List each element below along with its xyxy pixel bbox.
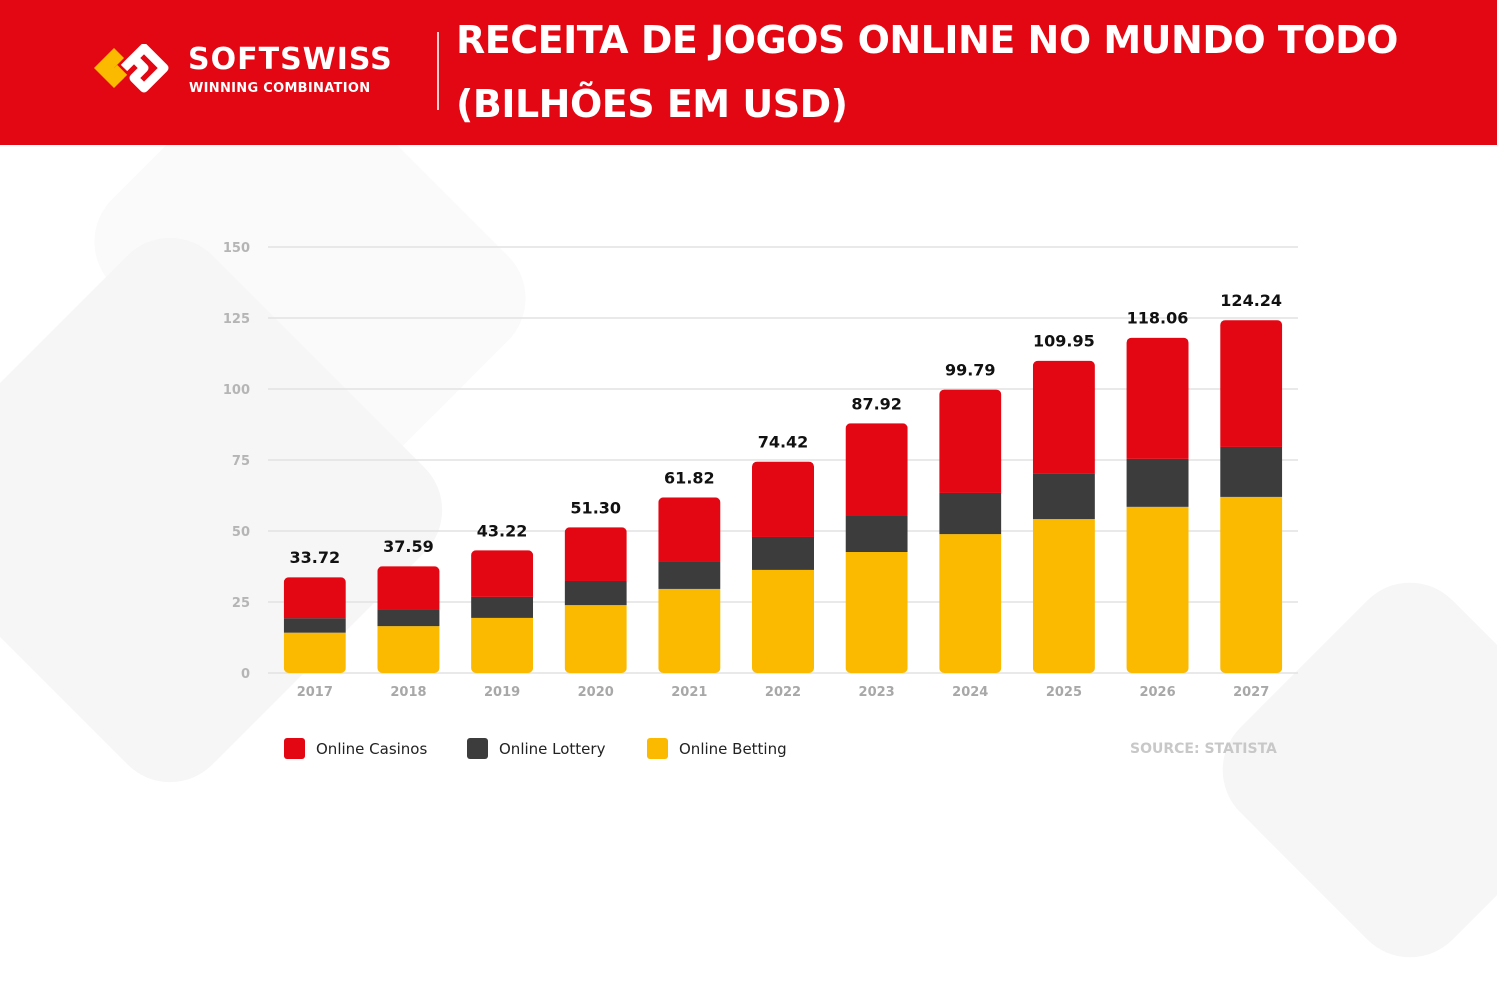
brand-tagline: WINNING COMBINATION (189, 81, 371, 96)
bar-segment-online-lottery (471, 596, 534, 618)
bar-segment-online-betting (1032, 519, 1095, 673)
legend-label: Online Casinos (316, 739, 428, 758)
bar-segment-online-casinos (845, 423, 908, 516)
x-tick-label: 2024 (952, 685, 988, 700)
y-tick-label: 50 (232, 525, 250, 540)
bar-segment-online-lottery (845, 515, 908, 553)
y-tick-label: 125 (223, 312, 250, 327)
x-tick-label: 2020 (578, 685, 614, 700)
data-label: 43.22 (477, 521, 528, 540)
x-tick-label: 2023 (859, 685, 895, 700)
data-label: 118.06 (1127, 309, 1189, 328)
x-tick-label: 2025 (1046, 685, 1082, 700)
x-tick-label: 2026 (1139, 685, 1175, 700)
data-label: 87.92 (851, 394, 902, 413)
bar-segment-online-betting (1220, 496, 1283, 673)
title-line-1: RECEITA DE JOGOS ONLINE NO MUNDO TODO (456, 18, 1398, 62)
bar-segment-online-betting (471, 617, 534, 673)
x-tick-label: 2027 (1233, 685, 1269, 700)
bar-segment-online-casinos (471, 550, 534, 597)
data-label: 61.82 (664, 468, 715, 487)
header-banner: SOFTSWISS WINNING COMBINATION RECEITA DE… (0, 0, 1497, 145)
data-label: 124.24 (1220, 291, 1282, 310)
bar-segment-online-betting (658, 588, 721, 673)
data-label: 51.30 (570, 498, 621, 517)
x-tick-label: 2021 (671, 685, 707, 700)
bar-segment-online-lottery (377, 609, 440, 627)
bar-segment-online-casinos (1032, 360, 1095, 474)
legend-swatch-casinos (284, 738, 305, 759)
legend-swatch-lottery (467, 738, 488, 759)
legend-item-betting: Online Betting (647, 738, 787, 759)
bar-segment-online-lottery (564, 580, 627, 606)
bar-segment-online-lottery (283, 618, 346, 633)
x-tick-label: 2017 (297, 685, 333, 700)
data-label: 33.72 (290, 548, 341, 567)
legend-item-casinos: Online Casinos (284, 738, 427, 759)
brand-name: SOFTSWISS (188, 42, 393, 77)
title-line-2: (BILHÕES EM USD) (456, 82, 848, 126)
bar-segment-online-betting (1126, 506, 1189, 673)
y-tick-label: 150 (223, 241, 250, 256)
bar-segment-online-casinos (752, 461, 814, 537)
header-divider (437, 32, 439, 110)
x-tick-label: 2019 (484, 685, 520, 700)
bar-segment-online-casinos (283, 577, 346, 619)
legend-label: Online Betting (679, 739, 787, 758)
bar-segment-online-betting (377, 626, 440, 673)
bar-segment-online-lottery (939, 492, 1002, 535)
softswiss-logo (94, 44, 169, 93)
data-label: 74.42 (758, 433, 809, 452)
legend-label: Online Lottery (499, 739, 606, 758)
x-tick-label: 2018 (390, 685, 426, 700)
y-tick-label: 100 (223, 383, 250, 398)
bar-segment-online-lottery (1220, 446, 1283, 497)
bar-segment-online-casinos (939, 389, 1002, 493)
bar-segment-online-betting (845, 552, 908, 673)
data-label: 37.59 (383, 537, 434, 556)
chart-title: RECEITA DE JOGOS ONLINE NO MUNDO TODO (B… (456, 8, 1398, 136)
data-label: 109.95 (1033, 332, 1095, 351)
bar-segment-online-lottery (1032, 473, 1095, 520)
bar-segment-online-casinos (377, 566, 440, 610)
bar-segment-online-casinos (564, 527, 627, 581)
bar-segment-online-lottery (752, 536, 814, 570)
bar-segment-online-casinos (1126, 337, 1189, 459)
bar-segment-online-betting (283, 632, 346, 673)
legend-swatch-betting (647, 738, 668, 759)
x-tick-label: 2022 (765, 685, 801, 700)
bar-segment-online-casinos (1220, 320, 1283, 447)
bar-segment-online-betting (564, 605, 627, 673)
bar-segment-online-lottery (1126, 458, 1189, 507)
y-tick-label: 75 (232, 454, 250, 469)
data-label: 99.79 (945, 361, 996, 380)
source-note: SOURCE: STATISTA (1130, 741, 1277, 757)
stacked-bar-chart: 0 25 50 75 100 125 150 33.72 2017 37.59 2018 43.22 2… (223, 241, 1298, 700)
bar-segment-online-betting (939, 534, 1002, 673)
bar-segment-online-lottery (658, 561, 721, 589)
y-tick-label: 25 (232, 596, 250, 611)
bar-segment-online-betting (752, 569, 814, 673)
legend-item-lottery: Online Lottery (467, 738, 605, 759)
bar-segment-online-casinos (658, 497, 721, 562)
y-tick-label: 0 (241, 667, 250, 682)
